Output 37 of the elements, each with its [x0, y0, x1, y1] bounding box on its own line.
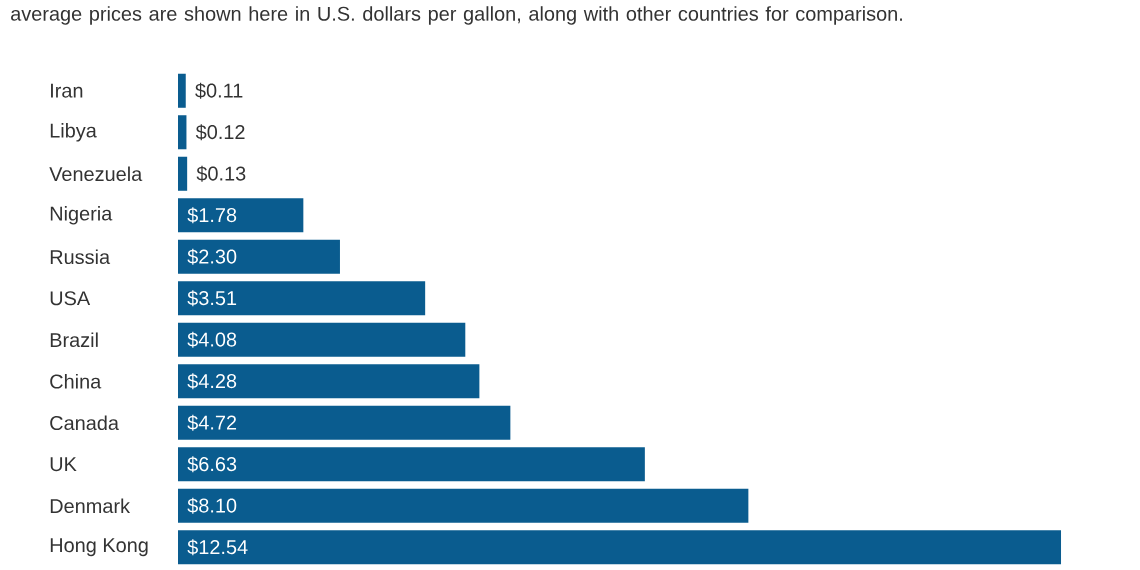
data-label: $2.30 — [187, 248, 237, 265]
bar — [178, 115, 187, 150]
y-tick-label: Libya — [50, 122, 97, 142]
bar — [178, 281, 426, 316]
y-tick-label: Denmark — [50, 498, 131, 514]
y-tick-label: Russia — [50, 249, 111, 265]
y-tick-label: Nigeria — [50, 205, 113, 225]
bar — [178, 405, 511, 440]
bar — [178, 447, 645, 482]
bar — [178, 488, 749, 523]
bar — [178, 239, 340, 274]
y-tick-label: Hong Kong — [50, 538, 148, 557]
y-tick-label: China — [50, 373, 102, 389]
data-label: $1.78 — [187, 207, 237, 224]
data-label: $4.08 — [187, 331, 237, 348]
y-tick-label: Brazil — [50, 332, 98, 348]
data-label: $3.51 — [187, 290, 237, 307]
y-tick-label: Iran — [51, 83, 83, 98]
chart-subtitle: average prices are shown here in U.S. dollars per gallon, along with other countries for comparison. — [11, 6, 902, 25]
bar — [178, 530, 1062, 565]
bar — [178, 364, 480, 399]
bar — [178, 73, 186, 108]
y-tick-label: USA — [50, 291, 91, 306]
data-label: $4.72 — [187, 414, 237, 431]
y-tick-label: UK — [50, 457, 77, 472]
data-label: $8.10 — [187, 497, 237, 514]
data-label: $4.28 — [187, 373, 237, 390]
y-tick-label: Venezuela — [49, 166, 143, 182]
bar — [178, 322, 466, 357]
data-label: $12.54 — [187, 539, 248, 556]
bar — [178, 156, 188, 191]
data-label: $6.63 — [187, 456, 237, 473]
data-label: $0.12 — [195, 124, 245, 141]
bar — [178, 198, 304, 233]
data-label: $0.11 — [195, 82, 243, 99]
y-tick-label: Canada — [50, 415, 119, 431]
data-label: $0.13 — [196, 165, 246, 182]
